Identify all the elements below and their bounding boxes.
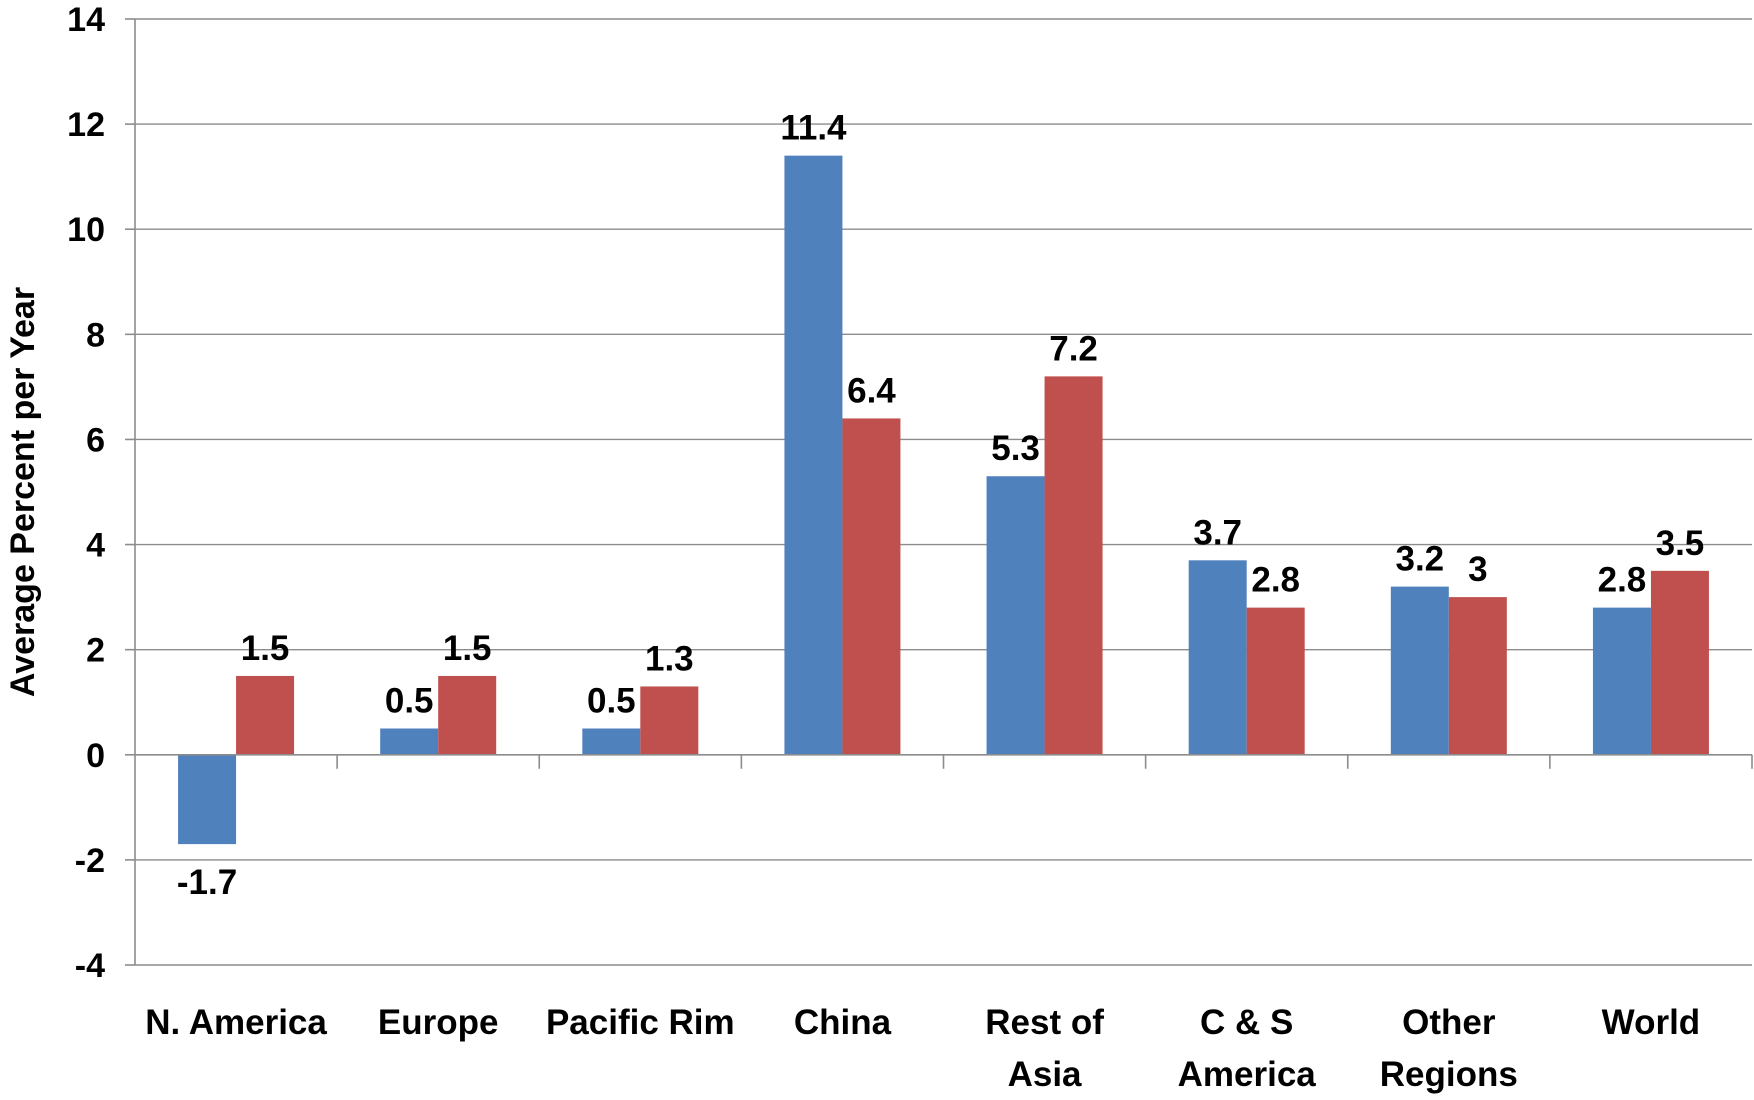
bars <box>178 155 1709 845</box>
data-label: 6.4 <box>847 371 896 410</box>
data-label: 5.3 <box>991 429 1040 468</box>
y-tick-label: -4 <box>75 947 105 985</box>
data-label: 2.8 <box>1598 561 1647 600</box>
data-label: 3 <box>1468 550 1487 589</box>
bar-series-1 <box>1390 586 1449 755</box>
x-category-label: Europe <box>378 1003 499 1042</box>
y-tick-label: 2 <box>86 632 105 670</box>
x-category-label: China <box>794 1003 892 1042</box>
y-axis-title: Average Percent per Year <box>4 287 42 697</box>
data-labels: -1.7 0.5 0.5 11.4 5.3 3.7 3.2 2.8 1.5 1.5 1.3 6.4 7.… <box>177 109 1704 902</box>
bar-series-1 <box>986 476 1045 755</box>
bar-series-2 <box>236 675 295 755</box>
bar-series-2 <box>1044 376 1103 755</box>
y-tick-label: 8 <box>86 316 105 354</box>
data-label: 0.5 <box>385 682 434 721</box>
gridlines <box>135 18 1752 966</box>
data-label: 2.8 <box>1251 561 1300 600</box>
bar-series-2 <box>1650 570 1709 755</box>
data-label: 11.4 <box>780 109 847 148</box>
data-label: 1.3 <box>645 639 694 678</box>
bar-series-2 <box>842 418 901 755</box>
bar-series-1 <box>784 155 843 755</box>
axes: -4 -2 0 2 4 6 8 10 12 14 N. America Europe Pacific R… <box>67 1 1753 1094</box>
data-label: 7.2 <box>1049 329 1098 368</box>
bar-series-2 <box>1448 597 1507 755</box>
data-label: 3.2 <box>1395 540 1444 579</box>
bar-series-1 <box>1592 607 1651 755</box>
bar-series-1 <box>178 754 237 845</box>
x-category-label: C & S America <box>1178 1003 1317 1094</box>
data-label: -1.7 <box>177 863 237 902</box>
y-tick-label: -2 <box>75 842 105 880</box>
bar-series-2 <box>1246 607 1305 755</box>
data-label: 3.7 <box>1193 513 1242 552</box>
data-label: 1.5 <box>443 629 492 668</box>
bar-series-1 <box>380 728 439 755</box>
y-tick-label: 14 <box>67 1 105 39</box>
bar-series-2 <box>640 686 699 755</box>
y-tick-label: 4 <box>86 527 105 565</box>
y-tick-label: 10 <box>67 211 105 249</box>
data-label: 3.5 <box>1656 524 1705 563</box>
x-category-label: N. America <box>145 1003 327 1042</box>
data-label: 0.5 <box>587 682 636 721</box>
y-tick-label: 0 <box>86 737 105 775</box>
bar-series-2 <box>438 675 497 755</box>
bar-series-1 <box>1188 560 1247 755</box>
y-tick-label: 6 <box>86 421 105 459</box>
x-category-label: Rest of Asia <box>985 1003 1104 1094</box>
y-tick-label: 12 <box>67 106 105 144</box>
x-category-label: Pacific Rim <box>546 1003 735 1042</box>
bar-series-1 <box>582 728 641 755</box>
data-label: 1.5 <box>241 629 290 668</box>
x-category-label: World <box>1602 1003 1701 1042</box>
x-category-label: Other Regions <box>1380 1003 1518 1094</box>
